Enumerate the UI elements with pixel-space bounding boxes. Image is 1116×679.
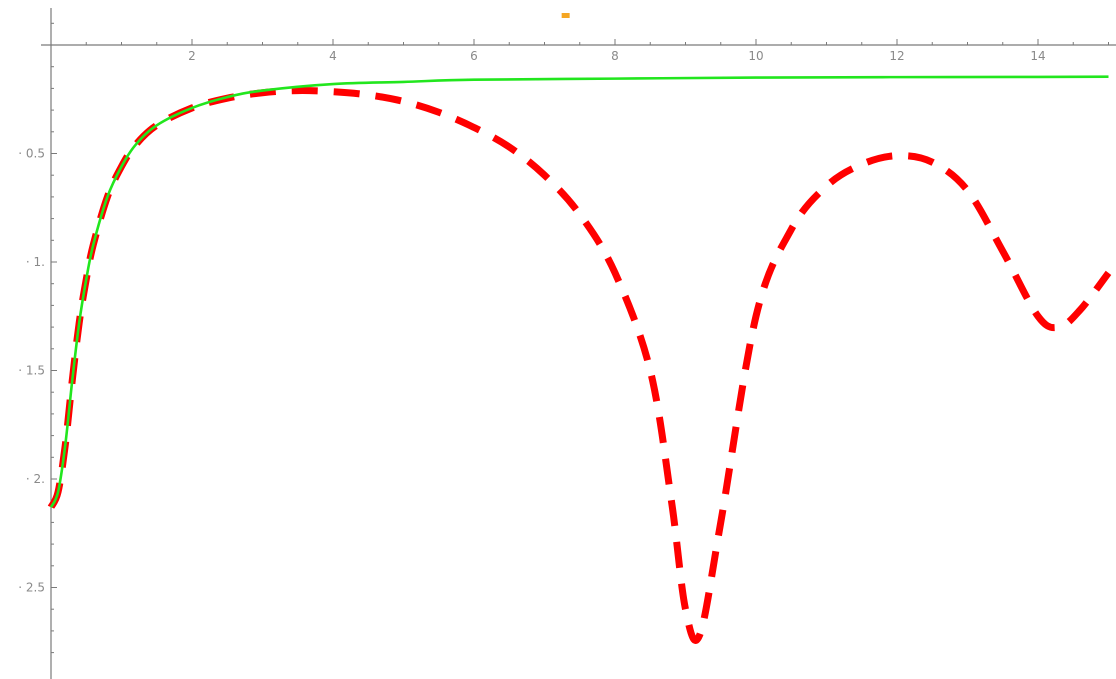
x-tick-label: 4 (329, 49, 337, 63)
y-tick-label: · 1. (26, 255, 45, 269)
minor-ticks (51, 22, 1109, 654)
annotation-layer (561, 13, 570, 18)
x-tick-label: 8 (611, 49, 619, 63)
orange-marker (561, 13, 570, 18)
y-tick-label: · 2. (26, 472, 45, 486)
x-tick-label: 2 (188, 49, 196, 63)
dashed-series-line (47, 87, 1112, 644)
x-tick-label: 12 (889, 49, 904, 63)
x-tick-label: 14 (1030, 49, 1045, 63)
series-layer (47, 75, 1112, 644)
y-tick-label: · 0.5 (18, 147, 45, 161)
x-axis-ticks: 2 4 6 8 10 12 14 (188, 39, 1046, 63)
y-tick-label: · 1.5 (18, 364, 45, 378)
solid-series-line (49, 75, 1109, 508)
x-tick-label: 10 (748, 49, 763, 63)
y-tick-label: · 2.5 (18, 581, 45, 595)
x-tick-label: 6 (470, 49, 478, 63)
y-axis-ticks: · 0.5 · 1. · 1.5 · 2. · 2.5 (18, 147, 57, 595)
